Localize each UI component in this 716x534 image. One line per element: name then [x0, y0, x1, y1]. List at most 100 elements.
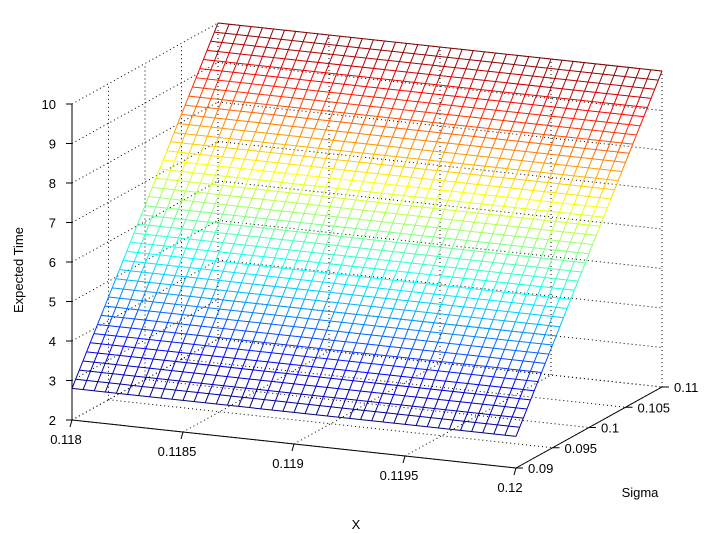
- mesh-line-x: [448, 276, 453, 287]
- mesh-line-x: [492, 310, 498, 320]
- mesh-line-x: [119, 288, 124, 299]
- mesh-line-x: [469, 164, 475, 175]
- mesh-line-x: [550, 106, 556, 117]
- mesh-line-x: [395, 61, 400, 71]
- mesh-line-x: [207, 298, 213, 309]
- mesh-line-x: [269, 114, 275, 125]
- mesh-line-x: [363, 315, 368, 325]
- mesh-line-x: [502, 139, 508, 150]
- mesh-line-x: [510, 150, 515, 160]
- mesh-line-x: [369, 39, 374, 50]
- mesh-line-x: [127, 385, 132, 395]
- mesh-line-x: [595, 83, 600, 93]
- mesh-line-x: [422, 340, 428, 351]
- sigma-tick-label: 0.095: [565, 441, 598, 456]
- mesh-line-x: [552, 335, 557, 346]
- mesh-line-x: [97, 343, 102, 354]
- mesh-line-x: [532, 66, 537, 77]
- mesh-line-x: [529, 276, 535, 286]
- mesh-line-x: [404, 357, 409, 368]
- mesh-line-x: [376, 49, 382, 60]
- mesh-line-x: [561, 79, 567, 89]
- mesh-line-x: [388, 108, 393, 118]
- mesh-line-x: [377, 135, 382, 146]
- mesh-line-x: [291, 59, 297, 70]
- mesh-line-x: [592, 235, 597, 245]
- mesh-line-x: [137, 243, 142, 253]
- mesh-line-x: [380, 69, 386, 79]
- mesh-line-x: [441, 352, 446, 362]
- mesh-line-x: [380, 98, 386, 108]
- mesh-line-x: [340, 112, 345, 123]
- mesh-line-x: [214, 223, 220, 233]
- mesh-line-x: [348, 266, 353, 276]
- mesh-line-x: [241, 302, 246, 312]
- mesh-line-x: [273, 191, 279, 201]
- mesh-line-x: [533, 295, 538, 306]
- mesh-line-x: [295, 107, 301, 118]
- z-tick-label: 9: [49, 137, 56, 152]
- mesh-line-x: [156, 311, 161, 322]
- mesh-line-x: [403, 129, 408, 139]
- mesh-line-x: [385, 374, 391, 385]
- mesh-line-x: [525, 142, 530, 152]
- mesh-line-x: [104, 296, 109, 307]
- mesh-line-x: [192, 220, 198, 231]
- x-tick-label: 0.1185: [158, 444, 197, 459]
- mesh-line-x: [454, 86, 460, 97]
- mesh-line-x: [544, 296, 550, 307]
- mesh-line-x: [204, 364, 210, 375]
- mesh-line-x: [610, 132, 615, 142]
- sigma-tick-label: 0.11: [674, 380, 698, 395]
- mesh-line-x: [347, 94, 352, 104]
- mesh-line-x: [544, 353, 550, 364]
- mesh-line-x: [481, 280, 487, 290]
- mesh-line-x: [274, 248, 279, 259]
- mesh-line-x: [488, 119, 493, 129]
- mesh-line-x: [218, 128, 223, 138]
- mesh-line-x: [340, 284, 346, 294]
- mesh-line-x: [144, 224, 150, 235]
- mesh-line-x: [292, 260, 298, 270]
- mesh-line-x: [185, 324, 191, 335]
- mesh-line-x: [377, 107, 382, 117]
- mesh-line-x: [217, 42, 223, 52]
- mesh-line-x: [595, 168, 601, 179]
- mesh-line-x: [481, 194, 486, 205]
- mesh-line-x: [540, 191, 545, 202]
- mesh-line-x: [289, 269, 294, 279]
- mesh-line-x: [425, 102, 430, 113]
- mesh-line-x: [236, 25, 241, 35]
- mesh-line-x: [546, 58, 552, 69]
- mesh-line-x: [358, 152, 364, 163]
- mesh-line-x: [406, 91, 412, 101]
- mesh-line-x: [373, 202, 379, 212]
- mesh-line-x: [410, 110, 415, 121]
- mesh-line-x: [403, 272, 409, 282]
- mesh-line-x: [404, 415, 410, 425]
- mesh-line-x: [458, 135, 464, 145]
- mesh-line-x: [196, 268, 202, 279]
- mesh-line-x: [204, 279, 209, 289]
- mesh-line-x: [389, 308, 394, 319]
- mesh-line-x: [344, 332, 350, 342]
- mesh-line-x: [288, 240, 294, 251]
- mesh-line-x: [628, 115, 634, 125]
- mesh-line-x: [451, 267, 457, 278]
- mesh-line-x: [108, 373, 114, 384]
- mesh-line-x: [214, 137, 220, 147]
- mesh-line-x: [528, 161, 534, 172]
- mesh-line-x: [230, 358, 236, 368]
- mesh-line-x: [326, 263, 331, 274]
- mesh-line-x: [315, 291, 320, 301]
- mesh-line-x: [521, 94, 526, 104]
- mesh-line-x: [476, 60, 482, 71]
- mesh-line-x: [355, 247, 361, 258]
- mesh-line-x: [241, 359, 247, 369]
- mesh-line-x: [221, 90, 227, 100]
- mesh-line-x: [498, 63, 504, 73]
- mesh-line-x: [463, 354, 468, 365]
- mesh-line-x: [421, 169, 427, 179]
- mesh-line-x: [522, 265, 527, 276]
- mesh-line-x: [122, 308, 128, 318]
